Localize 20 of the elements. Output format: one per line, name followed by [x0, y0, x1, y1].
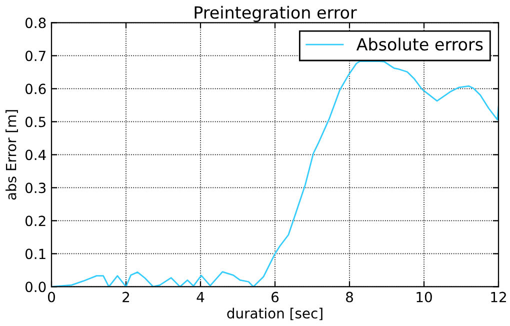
y-tick-label: 0.6 — [25, 84, 46, 94]
x-tick-label: 8 — [346, 292, 353, 302]
y-tick-label: 0.5 — [25, 116, 46, 128]
y-tick-label: 0.7 — [25, 50, 46, 62]
y-axis-title: abs Error [m] — [6, 110, 18, 200]
y-tick-label: 0.8 — [25, 18, 46, 28]
y-tick-label: 0.0 — [25, 282, 46, 292]
x-tick-label: 0 — [48, 292, 55, 302]
y-tick-label: 0.1 — [25, 248, 46, 260]
y-tick-label: 0.3 — [25, 182, 46, 194]
x-tick-label: 12 — [491, 292, 506, 302]
x-axis-title: duration [sec] — [227, 308, 322, 320]
x-tick-label: 4 — [196, 292, 204, 302]
y-tick-label: 0.4 — [25, 150, 46, 160]
legend-label: Absolute errors — [356, 38, 483, 51]
x-tick-label: 6 — [272, 292, 279, 302]
y-tick-label: 0.2 — [25, 216, 46, 226]
chart-title: Preintegration error — [194, 6, 357, 22]
x-tick-label: 10 — [416, 292, 432, 302]
x-tick-label: 2 — [122, 292, 130, 302]
